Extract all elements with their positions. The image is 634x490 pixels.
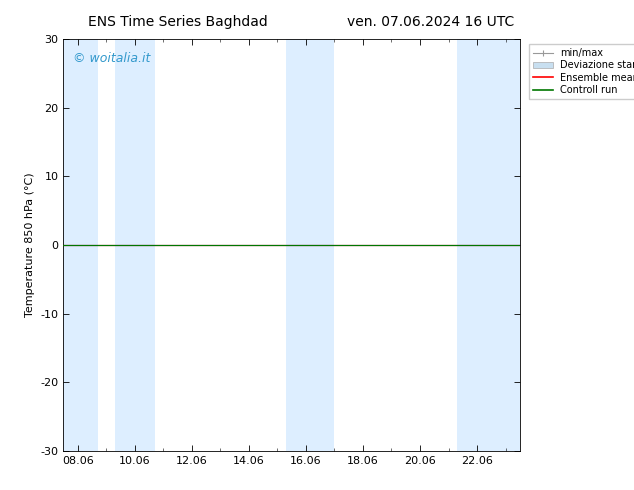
Bar	[457, 39, 520, 451]
Bar	[286, 39, 335, 451]
Text: ENS Time Series Baghdad: ENS Time Series Baghdad	[87, 15, 268, 29]
Y-axis label: Temperature 850 hPa (°C): Temperature 850 hPa (°C)	[25, 172, 35, 318]
Bar	[63, 39, 98, 451]
Bar	[115, 39, 155, 451]
Text: © woitalia.it: © woitalia.it	[72, 51, 150, 65]
Text: ven. 07.06.2024 16 UTC: ven. 07.06.2024 16 UTC	[347, 15, 515, 29]
Legend: min/max, Deviazione standard, Ensemble mean run, Controll run: min/max, Deviazione standard, Ensemble m…	[529, 44, 634, 99]
